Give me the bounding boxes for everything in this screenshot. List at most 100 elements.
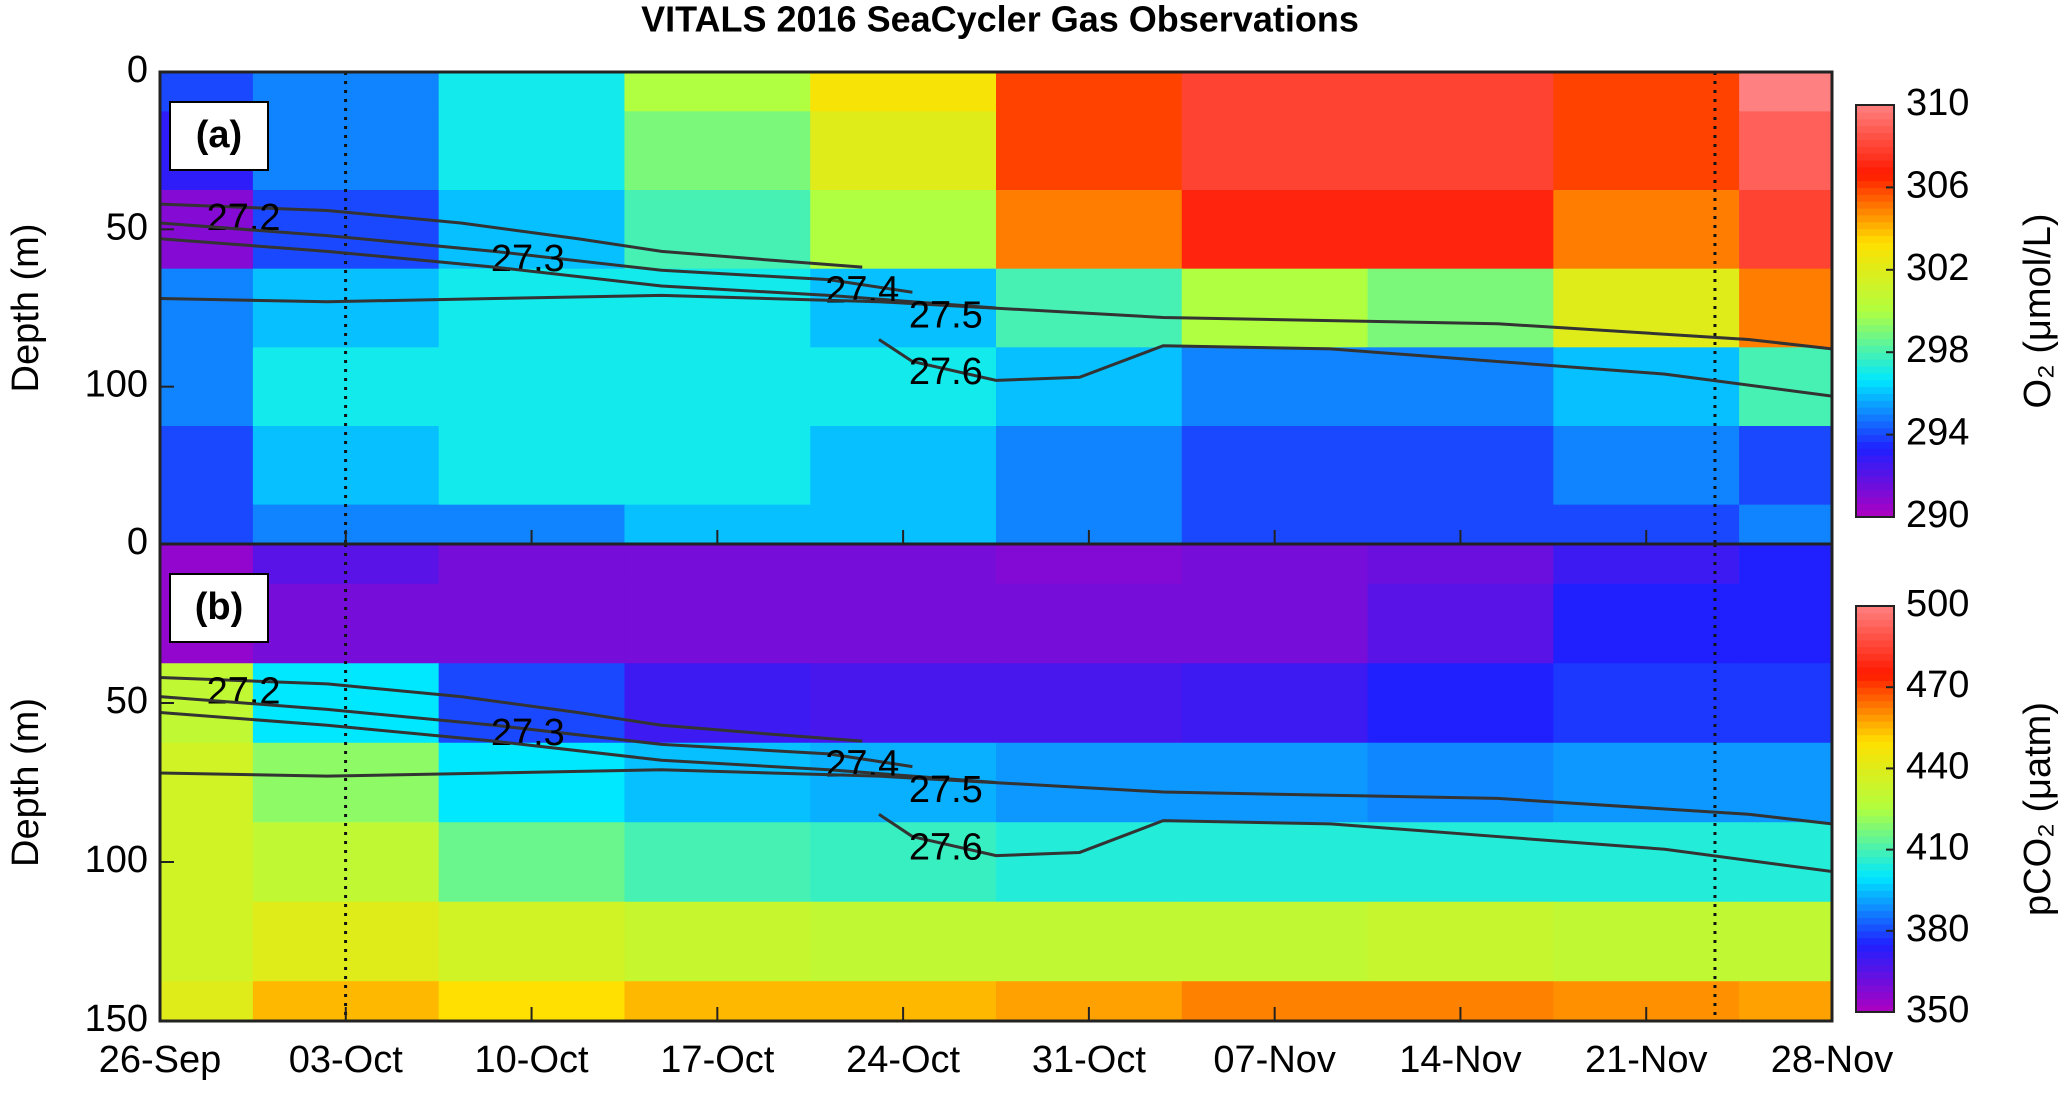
cell xyxy=(624,822,812,903)
panel-label-box xyxy=(169,573,269,643)
contour-line xyxy=(160,711,997,784)
colorbar-swatch xyxy=(1856,173,1894,182)
colorbar-swatch xyxy=(1856,256,1894,264)
cell xyxy=(160,901,254,983)
colorbar-swatch xyxy=(1856,187,1894,195)
colorbar-swatch xyxy=(1856,971,1894,979)
colorbar-swatch xyxy=(1856,338,1894,346)
contour-label: 27.5 xyxy=(909,769,983,811)
colorbar-swatch xyxy=(1856,455,1894,463)
colorbar-swatch xyxy=(1856,317,1894,326)
colorbar-swatch xyxy=(1856,510,1894,518)
x-tick-label: 07-Nov xyxy=(1213,1039,1336,1081)
colorbar-swatch xyxy=(1856,714,1894,722)
colorbar-swatch xyxy=(1856,863,1894,871)
colorbar-swatch xyxy=(1856,427,1894,436)
cell xyxy=(160,347,254,427)
cell xyxy=(1553,347,1741,427)
colorbar-swatch xyxy=(1856,666,1894,675)
colorbar-swatch xyxy=(1856,707,1894,715)
colorbar-swatch xyxy=(1856,998,1894,1006)
cell xyxy=(1181,426,1369,506)
colorbar-swatch xyxy=(1856,324,1894,333)
colorbar-swatch xyxy=(1856,781,1894,790)
cell xyxy=(1181,190,1369,270)
cell xyxy=(1181,347,1369,427)
colorbar-swatch xyxy=(1856,978,1894,986)
contour-line xyxy=(160,768,1832,826)
colorbar-swatch xyxy=(1856,795,1894,803)
colorbar-swatch xyxy=(1856,693,1894,702)
colorbar-swatch xyxy=(1856,269,1894,278)
colorbar-tick-label: 302 xyxy=(1906,247,1969,289)
cell xyxy=(810,72,997,113)
colorbar-swatch xyxy=(1856,503,1894,511)
cell xyxy=(1739,901,1832,983)
x-tick-label: 31-Oct xyxy=(1032,1039,1146,1081)
y-tick-label: 150 xyxy=(85,998,148,1040)
colorbar-frame xyxy=(1855,605,1895,1013)
cell xyxy=(996,822,1183,903)
colorbar-swatch xyxy=(1856,345,1894,353)
cell xyxy=(810,544,997,585)
cell xyxy=(810,583,997,665)
cell xyxy=(252,663,440,744)
cell xyxy=(1739,504,1832,544)
colorbar-tick-label: 294 xyxy=(1906,412,1969,454)
cell xyxy=(624,72,812,113)
cell xyxy=(438,426,626,506)
contour-label: 27.4 xyxy=(825,269,899,311)
cell xyxy=(1739,190,1832,270)
colorbar-swatch xyxy=(1856,815,1894,824)
cell xyxy=(624,268,812,349)
colorbar-swatch xyxy=(1856,276,1894,285)
contour-label: 27.6 xyxy=(909,351,983,393)
cell xyxy=(252,822,440,903)
colorbar-swatch xyxy=(1856,991,1894,1000)
cell xyxy=(1367,822,1555,903)
cell xyxy=(810,901,997,983)
cell xyxy=(1181,742,1369,824)
cell xyxy=(810,190,997,270)
colorbar-swatch xyxy=(1856,849,1894,857)
y-tick-label: 0 xyxy=(127,521,148,563)
colorbar-swatch xyxy=(1856,761,1894,769)
colorbar-swatch xyxy=(1856,984,1894,993)
cell xyxy=(1181,901,1369,983)
contour-label: 27.4 xyxy=(825,744,899,786)
cell xyxy=(810,347,997,427)
colorbar-swatch xyxy=(1856,836,1894,844)
cell xyxy=(624,742,812,824)
cell xyxy=(1739,544,1832,585)
colorbar-swatch xyxy=(1856,768,1894,776)
cell xyxy=(438,268,626,349)
cell xyxy=(996,111,1183,191)
colorbar-swatch xyxy=(1856,482,1894,491)
colorbar-swatch xyxy=(1856,125,1894,134)
cell xyxy=(1367,72,1555,113)
colorbar-tick-label: 298 xyxy=(1906,329,1969,371)
colorbar-tick-label: 380 xyxy=(1906,908,1969,950)
colorbar-swatch xyxy=(1856,208,1894,216)
colorbar-swatch xyxy=(1856,606,1894,614)
cell xyxy=(810,663,997,744)
colorbar-swatch xyxy=(1856,180,1894,188)
cell xyxy=(1367,426,1555,506)
colorbar-swatch xyxy=(1856,646,1894,654)
cell xyxy=(1553,742,1741,824)
x-tick-label: 28-Nov xyxy=(1771,1039,1894,1081)
colorbar-swatch xyxy=(1856,957,1894,966)
cell xyxy=(252,190,440,270)
y-tick-label: 50 xyxy=(106,206,148,248)
plot-area: 27.227.327.427.527.6 xyxy=(160,72,1832,544)
cell xyxy=(996,426,1183,506)
cell xyxy=(1367,663,1555,744)
cell xyxy=(624,544,812,585)
colorbar-swatch xyxy=(1856,842,1894,851)
colorbar-swatch xyxy=(1856,235,1894,243)
cell xyxy=(810,822,997,903)
x-tick-label: 03-Oct xyxy=(289,1039,403,1081)
cell xyxy=(438,111,626,191)
x-tick-label: 24-Oct xyxy=(846,1039,960,1081)
